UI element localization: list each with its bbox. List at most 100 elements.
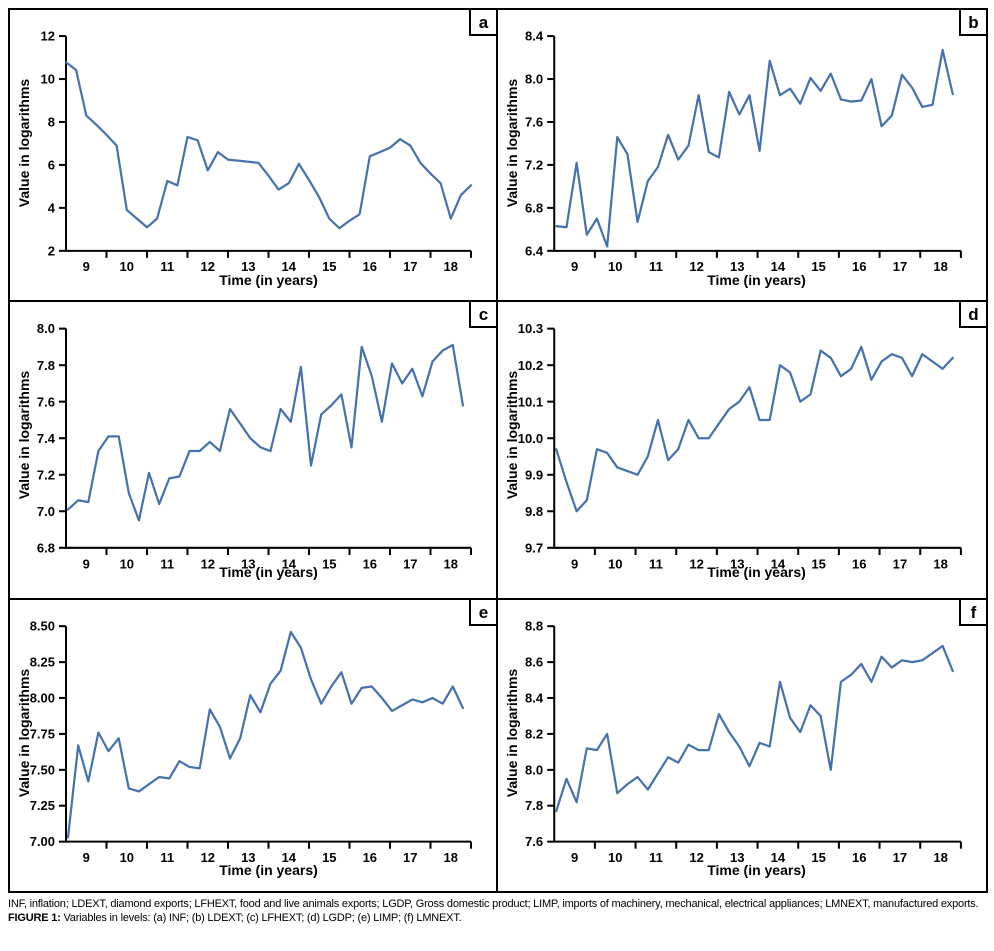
svg-text:16: 16	[852, 259, 867, 274]
panel-b: 6.4 6.8 7.2 7.6 8.0 8.4 9 10 11 12 13 14 15 16 17 18 Va…	[498, 10, 986, 302]
svg-text:7.0: 7.0	[37, 504, 55, 519]
svg-text:7.6: 7.6	[37, 394, 55, 409]
svg-text:15: 15	[811, 259, 826, 274]
svg-text:10: 10	[120, 850, 134, 865]
svg-text:8.25: 8.25	[30, 655, 55, 670]
y-axis-title-f: Value in logarithms	[504, 668, 520, 798]
x-axis-title-d: Time (in years)	[707, 564, 806, 580]
svg-text:8.0: 8.0	[525, 762, 543, 777]
svg-text:8: 8	[48, 114, 55, 129]
svg-text:8.0: 8.0	[37, 321, 55, 336]
x-axis-title-b: Time (in years)	[707, 272, 806, 288]
y-axis-title-b: Value in logarithms	[504, 78, 520, 208]
panel-d: 9.7 9.8 9.9 10.0 10.1 10.2 10.3 9 10 11 12 13 14 15 16…	[498, 302, 986, 600]
svg-text:9: 9	[571, 259, 578, 274]
panel-letter-c: c	[478, 304, 489, 324]
x-axis-title-c: Time (in years)	[219, 564, 318, 580]
svg-text:11: 11	[160, 850, 174, 865]
chart-grid: 2 4 6 8 10 12 9 10 11 12 13 14 15 16 17 18 Value in log…	[8, 8, 988, 893]
svg-text:14: 14	[282, 850, 297, 865]
panel-c: 6.8 7.0 7.2 7.4 7.6 7.8 8.0 9 10 11 12 13 14 15 16 17 18…	[10, 302, 498, 600]
panel-f: 7.6 7.8 8.0 8.2 8.4 8.6 8.8 9 10 11 12 13 14 15 16 17 18…	[498, 600, 986, 891]
svg-text:9: 9	[571, 556, 578, 571]
svg-text:12: 12	[689, 850, 704, 865]
svg-text:4: 4	[48, 200, 56, 215]
svg-text:10.0: 10.0	[518, 431, 543, 446]
svg-text:2: 2	[48, 243, 55, 258]
svg-text:17: 17	[403, 556, 417, 571]
svg-text:14: 14	[282, 259, 297, 274]
svg-text:7.6: 7.6	[525, 834, 543, 849]
figure-caption: INF, inflation; LDEXT, diamond exports; …	[8, 898, 988, 925]
svg-text:14: 14	[771, 556, 786, 571]
svg-text:16: 16	[363, 259, 377, 274]
svg-text:10.2: 10.2	[518, 358, 543, 373]
svg-text:7.4: 7.4	[37, 431, 56, 446]
svg-text:13: 13	[730, 259, 745, 274]
svg-text:9: 9	[83, 259, 90, 274]
svg-text:8.4: 8.4	[525, 690, 544, 705]
svg-text:10: 10	[608, 556, 623, 571]
svg-text:7.00: 7.00	[30, 834, 55, 849]
svg-text:6.4: 6.4	[525, 243, 544, 258]
svg-text:12: 12	[201, 259, 215, 274]
svg-text:15: 15	[811, 850, 826, 865]
y-axis-title-e: Value in logarithms	[16, 668, 32, 798]
svg-text:6: 6	[48, 157, 55, 172]
panel-e: 7.00 7.25 7.50 7.75 8.00 8.25 8.50 9 10 11 12 13 14 1…	[10, 600, 498, 891]
svg-text:9.8: 9.8	[525, 504, 543, 519]
svg-text:14: 14	[282, 556, 297, 571]
x-axis-title-f: Time (in years)	[707, 862, 806, 878]
panel-a: 2 4 6 8 10 12 9 10 11 12 13 14 15 16 17 18 Value in log…	[10, 10, 498, 302]
svg-text:11: 11	[160, 556, 174, 571]
svg-text:17: 17	[893, 556, 908, 571]
svg-text:12: 12	[689, 259, 704, 274]
figure-container: 2 4 6 8 10 12 9 10 11 12 13 14 15 16 17 18 Value in log…	[8, 8, 988, 925]
svg-text:9: 9	[83, 850, 90, 865]
panel-letter-box-d: d	[959, 302, 986, 328]
svg-text:15: 15	[322, 850, 336, 865]
panel-letter-box-c: c	[469, 302, 496, 328]
svg-text:10.3: 10.3	[518, 321, 543, 336]
panel-letter-box-a: a	[469, 10, 496, 36]
svg-text:18: 18	[933, 850, 948, 865]
svg-text:12: 12	[41, 29, 55, 44]
svg-text:7.8: 7.8	[525, 798, 543, 813]
caption-figure-label: FIGURE 1:	[8, 911, 61, 924]
svg-text:8.0: 8.0	[525, 72, 543, 87]
svg-text:15: 15	[322, 259, 336, 274]
svg-text:15: 15	[811, 556, 826, 571]
y-axis-title-c: Value in logarithms	[16, 370, 32, 500]
svg-text:6.8: 6.8	[37, 540, 55, 555]
svg-text:11: 11	[649, 850, 663, 865]
line-chart-d: 9.7 9.8 9.9 10.0 10.1 10.2 10.3 9 10 11 12 13 14 15 16…	[518, 321, 962, 571]
svg-text:16: 16	[852, 556, 867, 571]
svg-text:10: 10	[120, 556, 134, 571]
svg-text:8.4: 8.4	[525, 29, 544, 44]
svg-text:7.50: 7.50	[30, 762, 55, 777]
svg-text:16: 16	[363, 850, 377, 865]
panel-letter-d: d	[968, 304, 979, 324]
panel-letter-box-e: e	[469, 600, 496, 626]
svg-text:8.8: 8.8	[525, 619, 543, 634]
svg-text:17: 17	[403, 259, 417, 274]
x-axis-title-a: Time (in years)	[219, 272, 318, 288]
svg-text:14: 14	[771, 259, 786, 274]
svg-text:18: 18	[444, 259, 458, 274]
svg-text:8.50: 8.50	[30, 619, 55, 634]
line-chart-f: 7.6 7.8 8.0 8.2 8.4 8.6 8.8 9 10 11 12 13 14 15 16 17 18	[525, 619, 962, 865]
line-chart-e: 7.00 7.25 7.50 7.75 8.00 8.25 8.50 9 10 11 12 13 14 1…	[30, 619, 472, 865]
svg-text:16: 16	[363, 556, 377, 571]
svg-text:11: 11	[160, 259, 174, 274]
svg-text:18: 18	[444, 556, 458, 571]
caption-figure-line: FIGURE 1: Variables in levels: (a) INF; …	[8, 912, 988, 926]
svg-text:14: 14	[771, 850, 786, 865]
x-axis-title-e: Time (in years)	[219, 862, 318, 878]
svg-text:13: 13	[241, 850, 255, 865]
svg-text:7.8: 7.8	[37, 358, 55, 373]
svg-text:18: 18	[933, 556, 948, 571]
line-chart-b: 6.4 6.8 7.2 7.6 8.0 8.4 9 10 11 12 13 14 15 16 17 18	[525, 29, 962, 274]
svg-text:11: 11	[649, 556, 663, 571]
caption-figure-text: Variables in levels: (a) INF; (b) LDEXT;…	[63, 911, 462, 924]
